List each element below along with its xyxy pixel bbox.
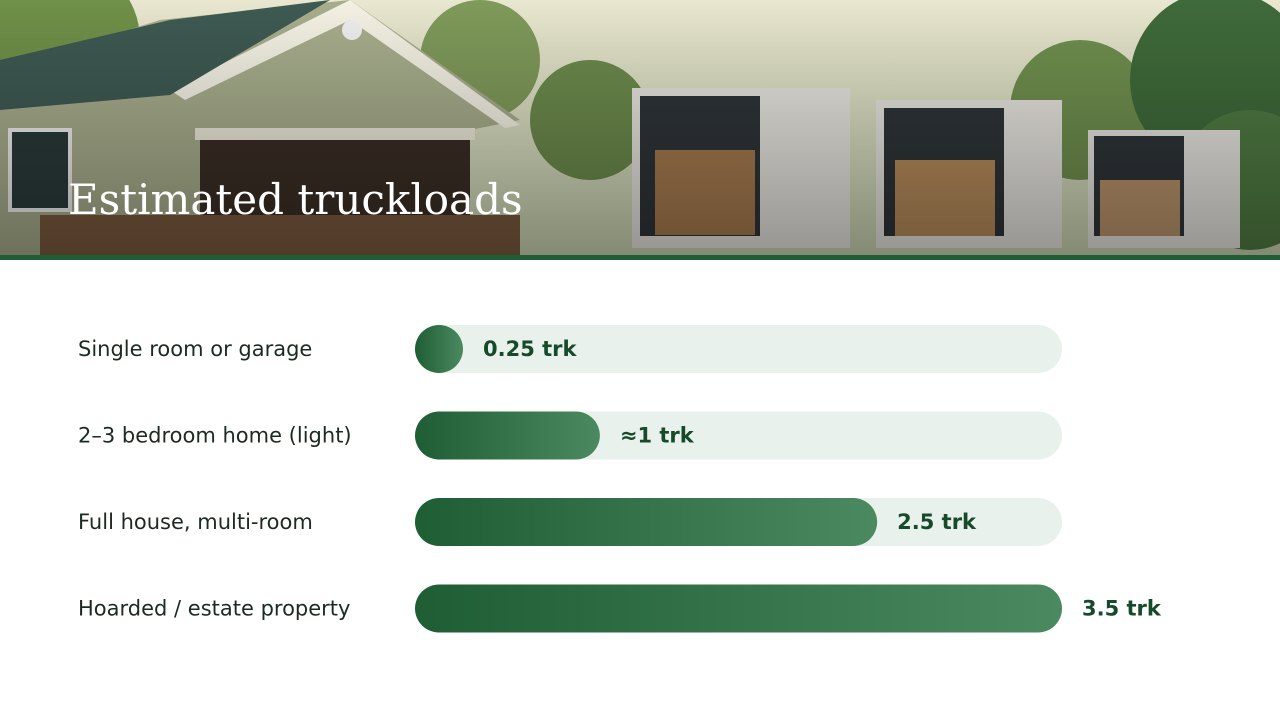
chart-title: Estimated truckloads (68, 175, 523, 224)
value-label: 3.5 trk (1082, 597, 1162, 621)
value-label: ≈1 trk (620, 424, 695, 448)
bar (415, 584, 1062, 633)
category-label: Single room or garage (78, 337, 312, 361)
value-label: 2.5 trk (897, 510, 977, 534)
category-label: Hoarded / estate property (78, 597, 350, 621)
banner (0, 0, 1280, 260)
bar (415, 411, 600, 460)
bar (415, 498, 878, 546)
bar-track (415, 325, 1062, 373)
category-label: 2–3 bedroom home (light) (78, 424, 352, 448)
value-label: 0.25 trk (483, 337, 578, 361)
bar (415, 325, 463, 373)
category-label: Full house, multi-room (78, 510, 313, 534)
